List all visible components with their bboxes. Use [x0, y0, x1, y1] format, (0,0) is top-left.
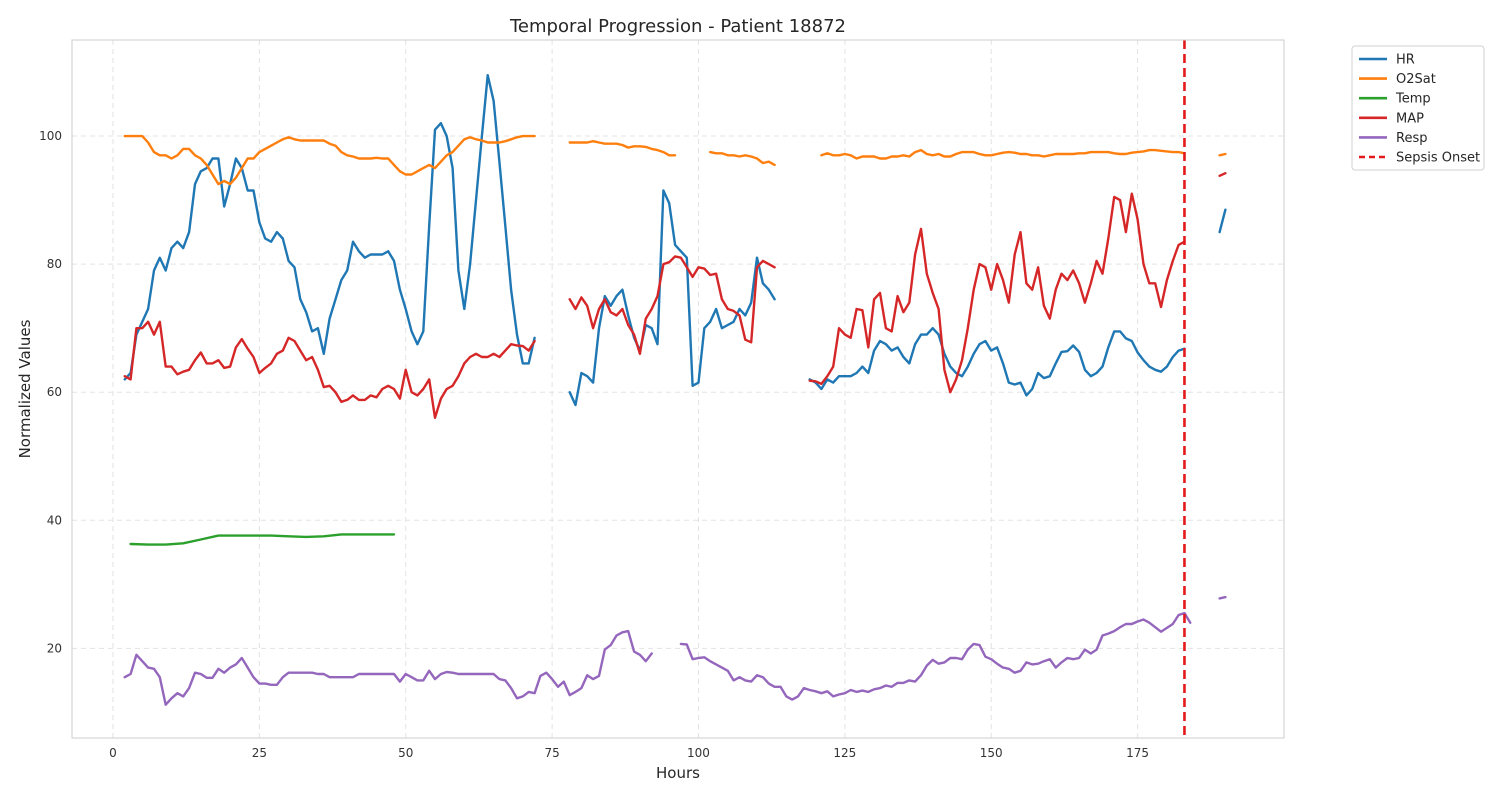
x-tick-label: 50 — [398, 746, 413, 760]
legend-label: Sepsis Onset — [1396, 151, 1480, 166]
x-tick-label: 0 — [109, 746, 117, 760]
series-line-map — [1218, 171, 1227, 178]
legend: HR O2Sat Temp MAP Resp Sepsis Onset — [1351, 45, 1485, 171]
plot-frame — [71, 39, 1285, 739]
y-tick-label: 40 — [47, 513, 62, 527]
series-temp — [129, 533, 396, 546]
x-tick-label: 175 — [1126, 746, 1149, 760]
series-lines — [123, 73, 1227, 706]
series-line-o2sat — [820, 148, 1186, 160]
x-axis-label: Hours — [656, 764, 700, 782]
series-line-resp — [123, 629, 653, 706]
series-map — [123, 171, 1227, 419]
series-line-resp — [679, 611, 1192, 701]
series-line-map — [808, 192, 1186, 394]
series-line-hr — [1218, 208, 1227, 234]
series-line-o2sat — [123, 134, 536, 186]
series-line-map — [568, 255, 776, 355]
series-line-o2sat — [568, 139, 677, 157]
y-tick-label: 60 — [47, 385, 62, 399]
x-tick-label: 25 — [252, 746, 267, 760]
legend-label: HR — [1396, 53, 1415, 68]
series-resp — [123, 595, 1227, 706]
series-line-map — [123, 320, 536, 419]
series-line-hr — [123, 73, 536, 381]
x-tick-label: 75 — [544, 746, 559, 760]
legend-box — [1351, 45, 1485, 171]
series-line-o2sat — [709, 150, 776, 167]
legend-label: Temp — [1395, 92, 1431, 107]
x-tick-label: 125 — [833, 746, 856, 760]
legend-label: MAP — [1396, 111, 1424, 126]
grid — [72, 40, 1284, 738]
x-tick-label: 150 — [980, 746, 1003, 760]
legend-label: O2Sat — [1396, 72, 1436, 87]
y-tick-label: 80 — [47, 257, 62, 271]
series-o2sat — [123, 134, 1227, 186]
series-line-o2sat — [1218, 152, 1227, 157]
x-tick-label: 100 — [687, 746, 710, 760]
tick-labels: 0 25 50 75 100 125 150 175 20 40 60 80 100 — [39, 129, 1149, 760]
y-axis-label: Normalized Values — [16, 319, 34, 458]
y-tick-label: 100 — [39, 129, 62, 143]
chart-title: Temporal Progression - Patient 18872 — [509, 16, 846, 37]
series-line-resp — [1218, 595, 1227, 600]
y-tick-label: 20 — [47, 641, 62, 655]
series-line-hr — [808, 327, 1186, 397]
series-line-temp — [129, 533, 396, 546]
legend-label: Resp — [1396, 131, 1427, 146]
